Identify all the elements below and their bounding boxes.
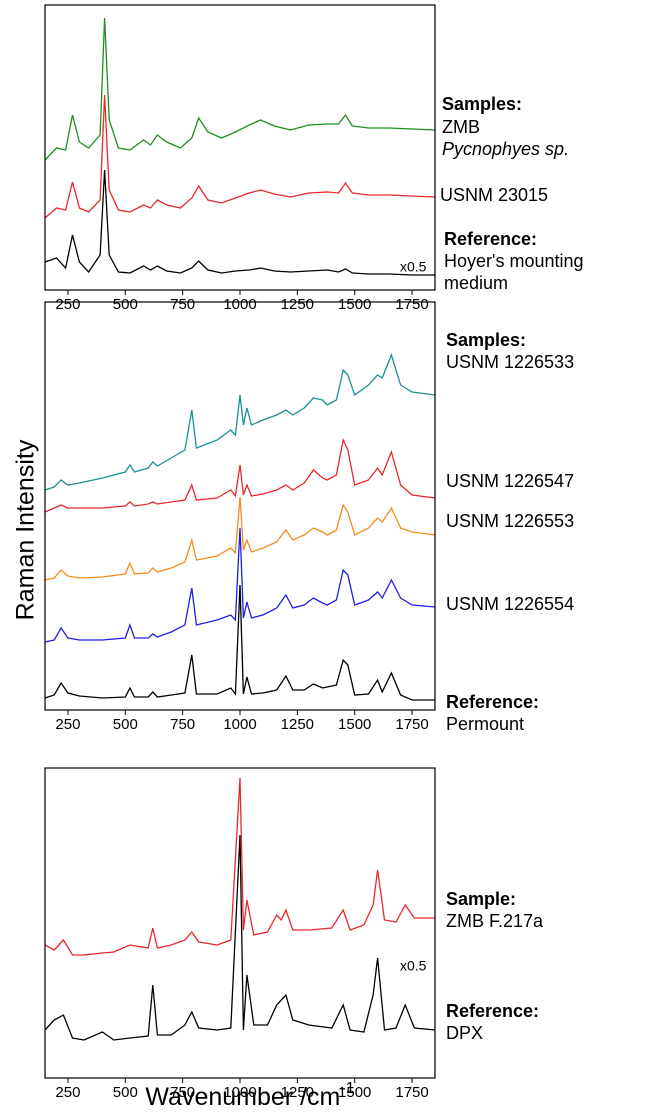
spectrum-line [44, 437, 436, 513]
x-tick-label: 750 [170, 716, 195, 733]
annotation: USNM 23015 [440, 185, 548, 205]
x-tick-label: 750 [170, 1084, 195, 1101]
x-tick-label: 1750 [395, 716, 428, 733]
annotation: Permount [446, 714, 524, 734]
spectrum-line [44, 17, 436, 161]
x-tick-label: 1250 [281, 1084, 314, 1101]
annotation: Reference: [446, 1001, 539, 1021]
spectrum-line [44, 777, 435, 956]
spectrum-line [44, 527, 436, 643]
spectrum-line [44, 496, 436, 581]
x-axis-label: Wavenumber /cm-1 [145, 1080, 354, 1110]
x-tick-label: 500 [113, 716, 138, 733]
annotation: x0.5 [400, 958, 427, 974]
x-tick-label: 500 [113, 296, 138, 313]
annotation: USNM 1226553 [446, 511, 574, 531]
annotation: DPX [446, 1023, 483, 1043]
spectrum-line [44, 169, 435, 276]
plot-frame [44, 767, 436, 1079]
spectrum-line [44, 584, 435, 701]
x-axis-label-text: Wavenumber /cm [145, 1083, 340, 1111]
x-tick-label: 1750 [395, 1084, 428, 1101]
x-tick-label: 500 [113, 1084, 138, 1101]
x-axis-label-superscript: -1 [340, 1080, 354, 1097]
spectrum-line [44, 94, 436, 219]
annotation: Reference: [446, 692, 539, 712]
x-tick-label: 1000 [223, 1084, 256, 1101]
annotation: USNM 1226547 [446, 471, 574, 491]
y-axis-label: Raman Intensity [12, 439, 40, 620]
spectrum-line [44, 353, 436, 491]
x-tick-label: 1750 [395, 296, 428, 313]
x-tick-label: 250 [55, 716, 80, 733]
x-tick-label: 1250 [281, 296, 314, 313]
annotation: USNM 1226554 [446, 594, 574, 614]
x-tick-label: 250 [55, 296, 80, 313]
annotation: Sample: [446, 889, 516, 909]
spectrum-line [44, 834, 436, 1041]
x-tick-label: 750 [170, 296, 195, 313]
x-tick-label: 250 [55, 1084, 80, 1101]
x-tick-label: 1000 [223, 296, 256, 313]
annotation: ZMB F.217a [446, 911, 544, 931]
annotation: Hoyer's mounting [444, 251, 584, 271]
x-tick-label: 1250 [281, 716, 314, 733]
x-tick-label: 1500 [338, 716, 371, 733]
annotation: medium [444, 273, 508, 293]
x-tick-label: 1500 [338, 1084, 371, 1101]
annotation: Reference: [444, 229, 537, 249]
annotation: ZMB [442, 117, 480, 137]
x-tick-label: 1000 [223, 716, 256, 733]
annotation: Samples: [442, 94, 522, 114]
annotation: x0.5 [400, 259, 427, 275]
x-tick-label: 1500 [338, 296, 371, 313]
annotation: Samples: [446, 330, 526, 350]
annotation: USNM 1226533 [446, 352, 574, 372]
annotation: Pycnophyes sp. [442, 139, 569, 159]
